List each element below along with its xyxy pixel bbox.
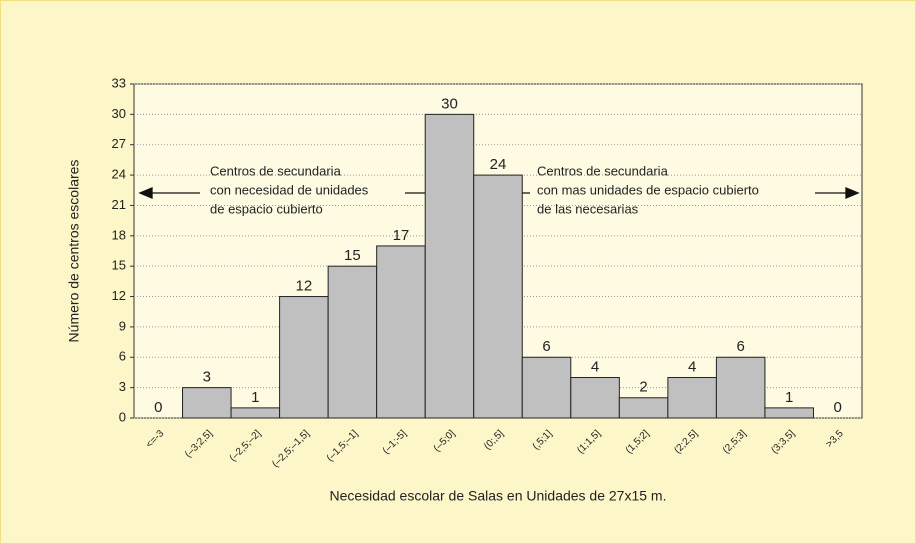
bar — [424, 113, 475, 419]
y-tick-label: 33 — [112, 75, 126, 90]
data-label: 6 — [542, 338, 550, 355]
y-tick-label: 15 — [112, 258, 126, 273]
y-tick-label: 9 — [119, 318, 126, 333]
bar — [182, 387, 232, 419]
x-axis-label: Necesidad escolar de Salas en Unidades d… — [330, 488, 667, 504]
data-label: 4 — [688, 358, 696, 375]
bar — [570, 377, 620, 419]
bar — [473, 174, 523, 419]
data-label: 6 — [736, 338, 744, 355]
data-label: 3 — [203, 369, 211, 386]
data-label: 24 — [490, 156, 507, 173]
data-label: 1 — [785, 389, 793, 406]
y-tick-label: 0 — [119, 409, 126, 424]
y-tick-label: 21 — [112, 197, 126, 212]
bar — [667, 377, 717, 419]
annotation: con mas unidades de espacio cubierto — [537, 182, 759, 197]
annotation: Centros de secundaria — [537, 163, 669, 178]
data-label: 12 — [296, 278, 313, 295]
y-tick-label: 30 — [112, 106, 126, 121]
bar — [279, 296, 329, 419]
data-label: 0 — [834, 399, 842, 416]
y-tick-label: 24 — [112, 167, 126, 182]
annotation: de las necesarias — [537, 201, 639, 216]
data-label: 30 — [441, 95, 458, 112]
bar — [715, 356, 766, 419]
data-label: 4 — [591, 358, 599, 375]
bar — [327, 265, 378, 419]
y-axis-label: Número de centros escolares — [66, 160, 82, 343]
annotation: Centros de secundaria — [210, 163, 342, 178]
bar — [764, 407, 814, 419]
bar — [521, 356, 572, 419]
data-label: 1 — [251, 389, 259, 406]
annotation: de espacio cubierto — [210, 201, 323, 216]
y-tick-label: 18 — [112, 227, 126, 242]
y-tick-label: 27 — [112, 136, 126, 151]
bar — [376, 245, 426, 419]
y-tick-label: 12 — [112, 288, 126, 303]
data-label: 17 — [393, 227, 410, 244]
y-tick-label: 3 — [119, 379, 126, 394]
bar — [230, 407, 281, 419]
annotation: con necesidad de unidades — [210, 182, 369, 197]
data-label: 15 — [344, 247, 361, 264]
data-label: 2 — [639, 379, 647, 396]
y-tick-label: 6 — [119, 349, 126, 364]
bar — [618, 397, 669, 419]
data-label: 0 — [154, 399, 162, 416]
